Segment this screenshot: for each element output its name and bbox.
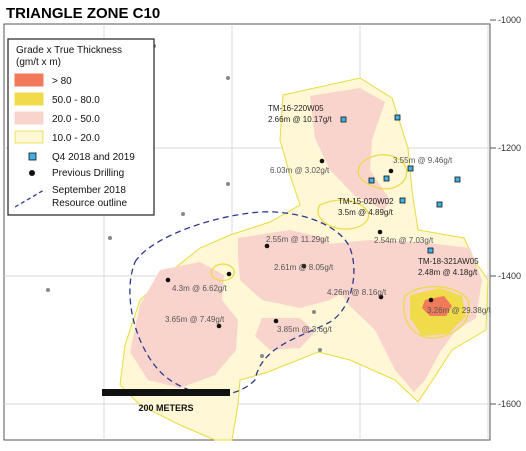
previous-holes bbox=[165, 158, 434, 329]
legend: Grade x True Thickness (gm/t x m) > 80 5… bbox=[7, 38, 155, 216]
resource-outline bbox=[129, 211, 355, 396]
intercept-labels: 6.03m @ 3.02g/t 3.55m @ 9.46g/t 2.54m @ … bbox=[165, 156, 491, 334]
legend-heading: Grade x True Thickness bbox=[16, 45, 122, 56]
featured-hole-labels: TM-16-220W05 2.66m @ 10.17g/t TM-15-020W… bbox=[268, 104, 479, 277]
featured-hole-value: 2.66m @ 10.17g/t bbox=[268, 115, 332, 124]
intercept-label: 2.54m @ 7.03g/t bbox=[374, 236, 434, 245]
legend-label: Q4 2018 and 2019 bbox=[52, 152, 135, 163]
contour-lines bbox=[210, 154, 470, 339]
elevation-axis: -1000 -1200 -1400 -1600 bbox=[490, 15, 521, 409]
axis-label: -1200 bbox=[498, 143, 521, 153]
legend-swatch-20-50 bbox=[14, 111, 44, 125]
previous-dot-icon bbox=[29, 170, 35, 176]
q4-square-icon bbox=[28, 152, 37, 161]
axis-label: -1000 bbox=[498, 15, 521, 25]
resource-outline-icon bbox=[14, 189, 45, 208]
legend-label: 50.0 - 80.0 bbox=[52, 95, 100, 106]
map-title: TRIANGLE ZONE C10 bbox=[6, 5, 160, 22]
intercept-label: 3.26m @ 29.38g/t bbox=[427, 306, 491, 315]
scale-bar: 200 METERS bbox=[102, 389, 230, 413]
intercept-label: 2.61m @ 8.05g/t bbox=[274, 263, 334, 272]
legend-label: Previous Drilling bbox=[52, 168, 124, 179]
intercept-label: 3.55m @ 9.46g/t bbox=[393, 156, 453, 165]
legend-box bbox=[7, 38, 155, 216]
featured-hole-name: TM-18-321AW05 bbox=[418, 257, 479, 266]
legend-subheading: (gm/t x m) bbox=[16, 57, 61, 68]
intercept-label: 4.26m @ 8.16g/t bbox=[327, 288, 387, 297]
scale-bar-label: 200 METERS bbox=[138, 403, 193, 413]
featured-hole-name: TM-16-220W05 bbox=[268, 104, 324, 113]
intercept-label: 4.3m @ 6.62g/t bbox=[172, 284, 228, 293]
legend-swatch-10-20 bbox=[14, 130, 44, 144]
other-holes bbox=[46, 44, 322, 358]
featured-hole-value: 3.5m @ 4.89g/t bbox=[338, 208, 394, 217]
legend-label: 20.0 - 50.0 bbox=[52, 114, 100, 125]
legend-swatch-50-80 bbox=[14, 92, 44, 106]
intercept-label: 3.85m @ 3.6g/t bbox=[277, 325, 333, 334]
q4-holes bbox=[340, 114, 461, 254]
legend-swatch-gt-80 bbox=[14, 73, 44, 87]
featured-hole-value: 2.48m @ 4.18g/t bbox=[418, 268, 478, 277]
featured-hole-name: TM-15-020W02 bbox=[338, 197, 394, 206]
legend-label: 10.0 - 20.0 bbox=[52, 133, 100, 144]
intercept-label: 3.65m @ 7.49g/t bbox=[165, 315, 225, 324]
axis-label: -1400 bbox=[498, 271, 521, 281]
intercept-label: 6.03m @ 3.02g/t bbox=[270, 166, 330, 175]
legend-label: > 80 bbox=[52, 76, 72, 87]
axis-label: -1600 bbox=[498, 399, 521, 409]
legend-label: September 2018 bbox=[52, 185, 126, 196]
legend-label: Resource outline bbox=[52, 198, 127, 209]
intercept-label: 2.55m @ 11.29g/t bbox=[266, 235, 330, 244]
